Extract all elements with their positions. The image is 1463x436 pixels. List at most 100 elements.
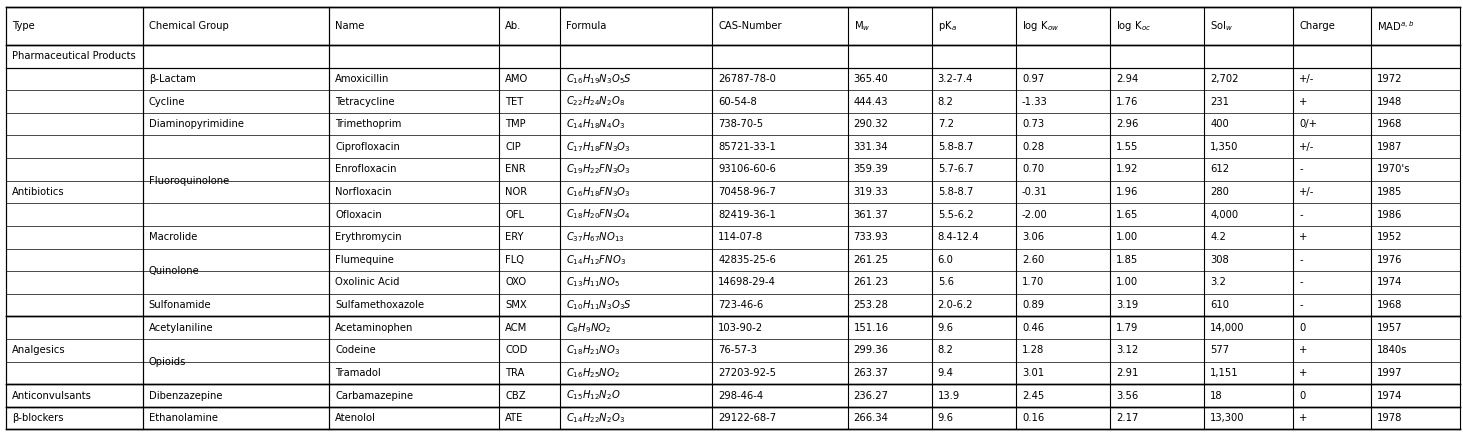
Text: Norfloxacin: Norfloxacin xyxy=(335,187,392,197)
Text: 319.33: 319.33 xyxy=(853,187,888,197)
Text: 290.32: 290.32 xyxy=(853,119,888,129)
Text: ATE: ATE xyxy=(505,413,524,423)
Text: pK$_a$: pK$_a$ xyxy=(938,19,957,33)
Text: Diaminopyrimidine: Diaminopyrimidine xyxy=(149,119,244,129)
Text: 8.4-12.4: 8.4-12.4 xyxy=(938,232,979,242)
Text: 1948: 1948 xyxy=(1377,96,1402,106)
Text: 3.19: 3.19 xyxy=(1116,300,1138,310)
Text: Ab.: Ab. xyxy=(505,21,522,31)
Text: AMO: AMO xyxy=(505,74,528,84)
Text: CAS-Number: CAS-Number xyxy=(718,21,781,31)
Text: 26787-78-0: 26787-78-0 xyxy=(718,74,775,84)
Text: 27203-92-5: 27203-92-5 xyxy=(718,368,777,378)
Text: 0.28: 0.28 xyxy=(1021,142,1045,152)
Text: Fluoroquinolone: Fluoroquinolone xyxy=(149,176,228,186)
Bar xyxy=(145,113,328,136)
Text: 1985: 1985 xyxy=(1377,187,1402,197)
Text: CIP: CIP xyxy=(505,142,521,152)
Text: 1.79: 1.79 xyxy=(1116,323,1138,333)
Text: 14698-29-4: 14698-29-4 xyxy=(718,277,775,287)
Text: $C_{16}H_{18}FN_3O_3$: $C_{16}H_{18}FN_3O_3$ xyxy=(566,185,631,199)
Text: 14,000: 14,000 xyxy=(1210,323,1245,333)
Bar xyxy=(7,68,142,317)
Text: Chemical Group: Chemical Group xyxy=(149,21,228,31)
Text: 3.12: 3.12 xyxy=(1116,345,1138,355)
Text: 0.70: 0.70 xyxy=(1021,164,1045,174)
Bar xyxy=(7,407,142,429)
Text: 577: 577 xyxy=(1210,345,1229,355)
Text: 0.97: 0.97 xyxy=(1021,74,1045,84)
Text: 5.5-6.2: 5.5-6.2 xyxy=(938,210,973,220)
Text: OFL: OFL xyxy=(505,210,524,220)
Bar xyxy=(7,317,142,384)
Text: $C_{14}H_{22}N_2O_3$: $C_{14}H_{22}N_2O_3$ xyxy=(566,411,625,425)
Text: 0: 0 xyxy=(1299,323,1305,333)
Text: 76-57-3: 76-57-3 xyxy=(718,345,758,355)
Text: $C_8H_9NO_2$: $C_8H_9NO_2$ xyxy=(566,321,612,334)
Text: 5.8-8.7: 5.8-8.7 xyxy=(938,142,973,152)
Text: Atenolol: Atenolol xyxy=(335,413,376,423)
Text: +/-: +/- xyxy=(1299,187,1315,197)
Text: Dibenzazepine: Dibenzazepine xyxy=(149,391,222,401)
Text: 331.34: 331.34 xyxy=(853,142,888,152)
Text: 2.17: 2.17 xyxy=(1116,413,1138,423)
Text: Flumequine: Flumequine xyxy=(335,255,394,265)
Text: $C_{13}H_{11}NO_5$: $C_{13}H_{11}NO_5$ xyxy=(566,276,620,290)
Text: +/-: +/- xyxy=(1299,74,1315,84)
Text: $C_{16}H_{25}NO_2$: $C_{16}H_{25}NO_2$ xyxy=(566,366,620,380)
Text: 231: 231 xyxy=(1210,96,1229,106)
Text: 1.70: 1.70 xyxy=(1021,277,1045,287)
Text: ERY: ERY xyxy=(505,232,524,242)
Text: 29122-68-7: 29122-68-7 xyxy=(718,413,777,423)
Text: TMP: TMP xyxy=(505,119,525,129)
Text: 6.0: 6.0 xyxy=(938,255,954,265)
Text: M$_w$: M$_w$ xyxy=(853,19,870,33)
Bar xyxy=(145,294,328,317)
Text: 266.34: 266.34 xyxy=(853,413,888,423)
Text: 400: 400 xyxy=(1210,119,1229,129)
Text: 8.2: 8.2 xyxy=(938,96,954,106)
Text: 359.39: 359.39 xyxy=(853,164,888,174)
Text: 1.85: 1.85 xyxy=(1116,255,1138,265)
Text: 1972: 1972 xyxy=(1377,74,1403,84)
Text: 253.28: 253.28 xyxy=(853,300,888,310)
Text: 1,350: 1,350 xyxy=(1210,142,1239,152)
Text: COD: COD xyxy=(505,345,528,355)
Text: 0.16: 0.16 xyxy=(1021,413,1045,423)
Text: 738-70-5: 738-70-5 xyxy=(718,119,764,129)
Text: Quinolone: Quinolone xyxy=(149,266,199,276)
Text: 93106-60-6: 93106-60-6 xyxy=(718,164,775,174)
Text: 82419-36-1: 82419-36-1 xyxy=(718,210,775,220)
Text: 2.96: 2.96 xyxy=(1116,119,1138,129)
Text: 42835-25-6: 42835-25-6 xyxy=(718,255,775,265)
Text: 1974: 1974 xyxy=(1377,391,1402,401)
Text: 723-46-6: 723-46-6 xyxy=(718,300,764,310)
Text: 2.60: 2.60 xyxy=(1021,255,1045,265)
Text: 0: 0 xyxy=(1299,391,1305,401)
Text: Anticonvulsants: Anticonvulsants xyxy=(12,391,92,401)
Text: 365.40: 365.40 xyxy=(853,74,888,84)
Text: 3.01: 3.01 xyxy=(1021,368,1045,378)
Text: Codeine: Codeine xyxy=(335,345,376,355)
Text: $C_{14}H_{12}FNO_3$: $C_{14}H_{12}FNO_3$ xyxy=(566,253,626,267)
Text: 70458-96-7: 70458-96-7 xyxy=(718,187,775,197)
Text: 1.00: 1.00 xyxy=(1116,277,1138,287)
Text: -1.33: -1.33 xyxy=(1021,96,1048,106)
Text: NOR: NOR xyxy=(505,187,527,197)
Text: 0/+: 0/+ xyxy=(1299,119,1317,129)
Text: 151.16: 151.16 xyxy=(853,323,888,333)
Text: 280: 280 xyxy=(1210,187,1229,197)
Text: $C_{22}H_{24}N_2O_8$: $C_{22}H_{24}N_2O_8$ xyxy=(566,95,625,109)
Bar xyxy=(145,249,328,294)
Text: 299.36: 299.36 xyxy=(853,345,888,355)
Bar xyxy=(145,226,328,249)
Text: Ciprofloxacin: Ciprofloxacin xyxy=(335,142,399,152)
Text: Oxolinic Acid: Oxolinic Acid xyxy=(335,277,399,287)
Text: ENR: ENR xyxy=(505,164,525,174)
Text: MAD$^{a,b}$: MAD$^{a,b}$ xyxy=(1377,19,1415,33)
Text: 361.37: 361.37 xyxy=(853,210,888,220)
Text: 1986: 1986 xyxy=(1377,210,1402,220)
Text: 2.94: 2.94 xyxy=(1116,74,1138,84)
Text: 0.46: 0.46 xyxy=(1021,323,1045,333)
Text: $C_{15}H_{12}N_2O$: $C_{15}H_{12}N_2O$ xyxy=(566,388,620,402)
